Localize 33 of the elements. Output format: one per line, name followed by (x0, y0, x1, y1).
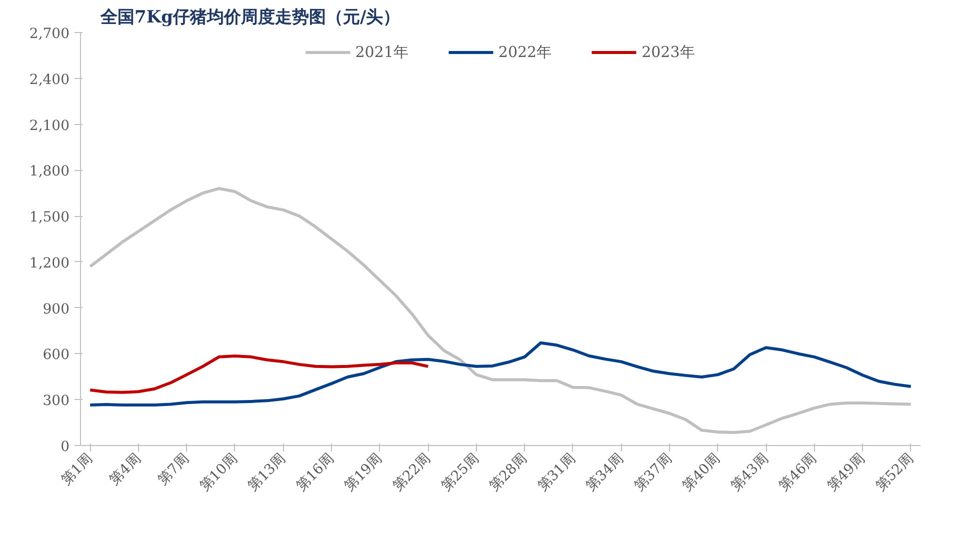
x-tick-label: 第10周 (196, 450, 241, 495)
x-tick-label: 第7周 (154, 450, 192, 488)
line-series (88, 354, 430, 394)
x-tick-label: 第16周 (293, 450, 338, 495)
x-tick-label: 第37周 (631, 450, 676, 495)
x-tick-label: 第52周 (872, 450, 917, 495)
chart-title: 全国7Kg仔猪均价周度走势图（元/头） (100, 8, 400, 28)
x-tick-label: 第31周 (534, 450, 579, 495)
line-series (88, 341, 912, 406)
x-tick-label: 第28周 (486, 450, 530, 495)
x-tick-label: 第4周 (106, 450, 144, 488)
x-tick-label: 第13周 (245, 450, 289, 495)
y-tick-label: 2,100 (29, 118, 70, 134)
legend-label: 2023年 (642, 42, 695, 62)
y-tick-label: 1,800 (29, 164, 70, 180)
x-tick-label: 第19周 (342, 450, 386, 495)
x-tick-label: 第34周 (583, 450, 627, 495)
y-tick-label: 2,400 (29, 72, 70, 88)
x-tick-label: 第22周 (390, 450, 434, 495)
x-tick-label: 第49周 (824, 450, 868, 495)
legend-label: 2021年 (355, 42, 408, 62)
y-tick-label: 900 (42, 301, 70, 318)
y-tick-label: 600 (42, 347, 70, 364)
x-tick-label: 第25周 (438, 450, 482, 495)
legend-label: 2022年 (498, 42, 552, 62)
y-tick-label: 1,500 (29, 210, 70, 226)
y-tick-label: 2,700 (29, 26, 70, 42)
y-tick-label: 1,200 (29, 255, 70, 272)
x-tick-label: 第46周 (776, 450, 820, 495)
x-tick-label: 第43周 (728, 450, 772, 495)
line-series (88, 187, 912, 434)
x-tick-label: 第40周 (680, 450, 724, 495)
y-tick-label: 300 (42, 393, 70, 410)
